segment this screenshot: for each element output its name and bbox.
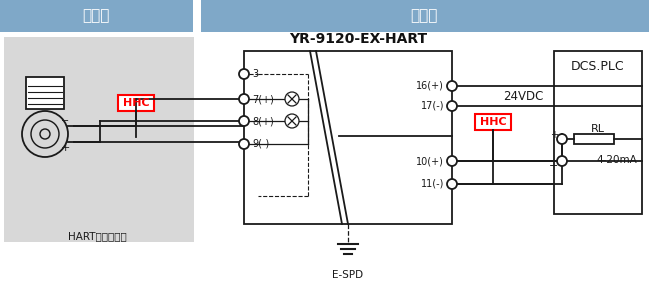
Text: 9(-): 9(-) xyxy=(252,139,269,149)
Bar xyxy=(554,51,642,214)
Text: YR-9120-EX-HART: YR-9120-EX-HART xyxy=(289,32,427,46)
Circle shape xyxy=(557,134,567,144)
Bar xyxy=(574,134,614,144)
Text: 危险区: 危险区 xyxy=(82,9,110,23)
Bar xyxy=(118,95,154,111)
Bar xyxy=(201,0,649,32)
Text: 8(+): 8(+) xyxy=(252,116,274,126)
Text: 3: 3 xyxy=(252,69,258,79)
Text: 17(-): 17(-) xyxy=(421,101,444,111)
Bar xyxy=(26,77,64,109)
Text: HHC: HHC xyxy=(123,98,149,108)
Text: −: − xyxy=(549,161,559,171)
Text: E-SPD: E-SPD xyxy=(332,270,363,280)
Circle shape xyxy=(239,116,249,126)
Circle shape xyxy=(447,156,457,166)
Text: +: + xyxy=(550,130,558,140)
Bar xyxy=(4,37,194,242)
Text: 10(+): 10(+) xyxy=(416,156,444,166)
Circle shape xyxy=(447,179,457,189)
Text: RL: RL xyxy=(591,124,605,134)
Text: 16(+): 16(+) xyxy=(416,81,444,91)
Circle shape xyxy=(239,69,249,79)
Text: −: − xyxy=(61,116,69,126)
Text: 4-20mA: 4-20mA xyxy=(596,155,637,165)
Text: DCS.PLC: DCS.PLC xyxy=(571,60,625,74)
Circle shape xyxy=(285,92,299,106)
Text: HHC: HHC xyxy=(480,117,506,127)
Text: 11(-): 11(-) xyxy=(421,179,444,189)
Bar xyxy=(193,0,201,32)
Circle shape xyxy=(239,94,249,104)
Text: 安全区: 安全区 xyxy=(410,9,437,23)
Bar xyxy=(244,51,452,224)
Bar xyxy=(0,0,193,32)
Circle shape xyxy=(447,81,457,91)
Text: HART智能变送器: HART智能变送器 xyxy=(67,231,127,241)
Circle shape xyxy=(239,139,249,149)
Circle shape xyxy=(557,156,567,166)
Circle shape xyxy=(447,101,457,111)
Circle shape xyxy=(285,114,299,128)
Bar xyxy=(475,114,511,130)
Text: +: + xyxy=(60,143,69,153)
Text: 24VDC: 24VDC xyxy=(503,89,543,102)
Text: 7(+): 7(+) xyxy=(252,94,274,104)
